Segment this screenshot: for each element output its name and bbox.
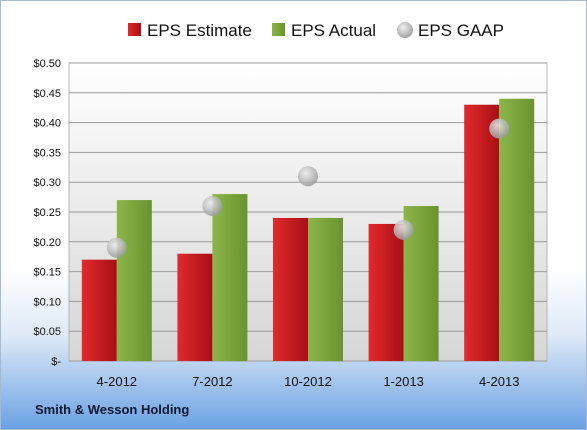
point-eps-gaap: [106, 237, 127, 258]
y-tick-label: $0.20: [33, 237, 61, 249]
y-tick-label: $0.50: [33, 58, 61, 70]
x-tick-label: 1-2013: [383, 374, 423, 389]
x-tick-label: 4-2013: [479, 374, 519, 389]
bar-eps-actual: [212, 194, 248, 361]
bar-eps-estimate: [81, 259, 117, 361]
x-tick-label: 10-2012: [284, 374, 332, 389]
bar-eps-actual: [308, 217, 343, 361]
bars: [81, 98, 535, 361]
bar-eps-estimate: [177, 253, 213, 361]
company-label: Smith & Wesson Holding: [35, 402, 190, 417]
gaap-points: [106, 118, 510, 258]
legend: EPS Estimate EPS Actual EPS GAAP: [128, 21, 504, 40]
bar-eps-estimate: [368, 223, 404, 361]
y-axis-ticks: $- $0.05 $0.10 $0.15 $0.20 $0.25 $0.30 $0.35 $0.…: [33, 58, 61, 368]
x-tick-label: 4-2012: [97, 374, 137, 389]
y-tick-label: $0.25: [33, 207, 61, 219]
legend-marker-eps-estimate: [128, 23, 141, 36]
bar-eps-actual: [116, 200, 152, 361]
legend-marker-eps-actual: [272, 23, 285, 36]
bar-eps-actual: [499, 98, 535, 361]
y-tick-label: $0.10: [33, 296, 61, 308]
point-eps-gaap: [489, 118, 510, 139]
x-tick-label: 7-2012: [192, 374, 232, 389]
legend-label: EPS GAAP: [418, 21, 504, 40]
y-tick-label: $0.15: [33, 267, 61, 279]
x-axis-ticks: 4-2012 7-2012 10-2012 1-2013 4-2013: [97, 374, 520, 389]
point-eps-gaap: [298, 166, 318, 187]
point-eps-gaap: [202, 196, 223, 217]
y-tick-label: $0.40: [33, 118, 61, 130]
point-eps-gaap: [393, 219, 414, 240]
legend-label: EPS Estimate: [147, 21, 252, 40]
y-tick-label: $0.30: [33, 177, 61, 189]
bar-eps-estimate: [273, 217, 308, 361]
y-tick-label: $-: [51, 356, 61, 368]
y-tick-label: $0.05: [33, 326, 61, 338]
legend-marker-eps-gaap: [397, 22, 413, 38]
legend-label: EPS Actual: [291, 21, 376, 40]
y-tick-label: $0.35: [33, 147, 61, 159]
y-tick-label: $0.45: [33, 88, 61, 100]
bar-eps-estimate: [464, 104, 500, 361]
